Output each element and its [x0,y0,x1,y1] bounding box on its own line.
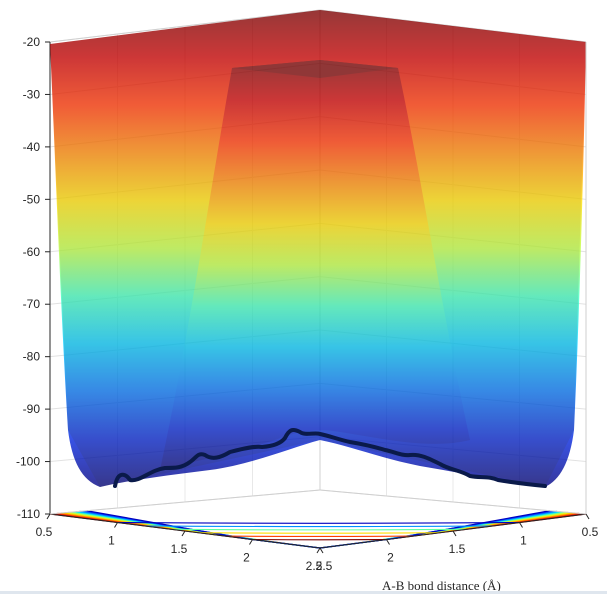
x-tick [586,514,589,519]
z-tick-label: -110 [17,507,40,521]
x-tick [320,548,323,553]
contour-line [172,529,467,530]
x-tick-label: 0.5 [582,525,599,539]
z-tick-label: -80 [23,350,41,364]
x-tick [453,531,456,536]
y-tick [115,523,118,528]
x-tick-label: 1.5 [449,542,466,556]
z-tick-label: -90 [23,402,41,416]
y-tick [250,540,253,545]
z-tick-label: -30 [23,87,41,101]
contour-line [118,523,520,524]
z-tick-label: -100 [16,455,40,469]
z-tick-label: -50 [23,192,41,206]
z-tick-label: -20 [23,35,41,49]
y-tick-label: 1.5 [171,542,188,556]
y-tick [47,514,50,519]
x-tick [520,523,523,528]
x-tick-label: 2 [387,551,394,565]
contour-line [145,526,493,527]
x-tick-label: 2.5 [316,559,333,573]
x-tick [387,540,390,545]
z-tick-label: -70 [23,297,41,311]
energy-surface [50,10,586,487]
x-tick-label: 1 [520,534,527,548]
surface-shading [50,10,586,487]
y-tick-label: 1 [108,534,115,548]
contour-floor [50,511,586,548]
y-tick-label: 0.5 [36,525,53,539]
z-axis: -20 -30 -40 -50 -60 -70 -80 -90 -100 -110 [16,35,50,521]
y-tick [182,531,185,536]
z-tick-label: -40 [23,140,41,154]
y-tick-label: 2 [243,551,250,565]
z-tick-label: -60 [23,245,41,259]
y-tick [317,548,320,553]
